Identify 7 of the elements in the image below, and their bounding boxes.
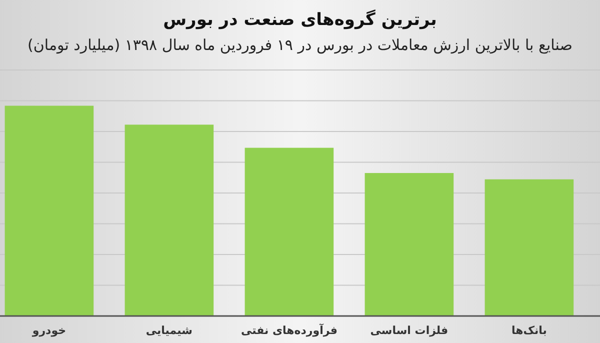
x-tick-label: خودرو: [31, 324, 66, 337]
x-tick-label: شیمیایی: [146, 324, 192, 337]
x-tick-label: فلزات اساسی: [370, 324, 448, 337]
x-tick-label: بانک‌ها: [511, 324, 547, 337]
chart-subtitle: صنایع با بالاترین ارزش معاملات در بورس در ۱۹ فروردین ماه سال ۱۳۹۸ (میلیارد تومان): [28, 36, 572, 54]
chart-title: برترین گروه‌های صنعت در بورس: [163, 9, 437, 30]
x-tick-label: فرآورده‌های نفتی: [240, 323, 338, 337]
